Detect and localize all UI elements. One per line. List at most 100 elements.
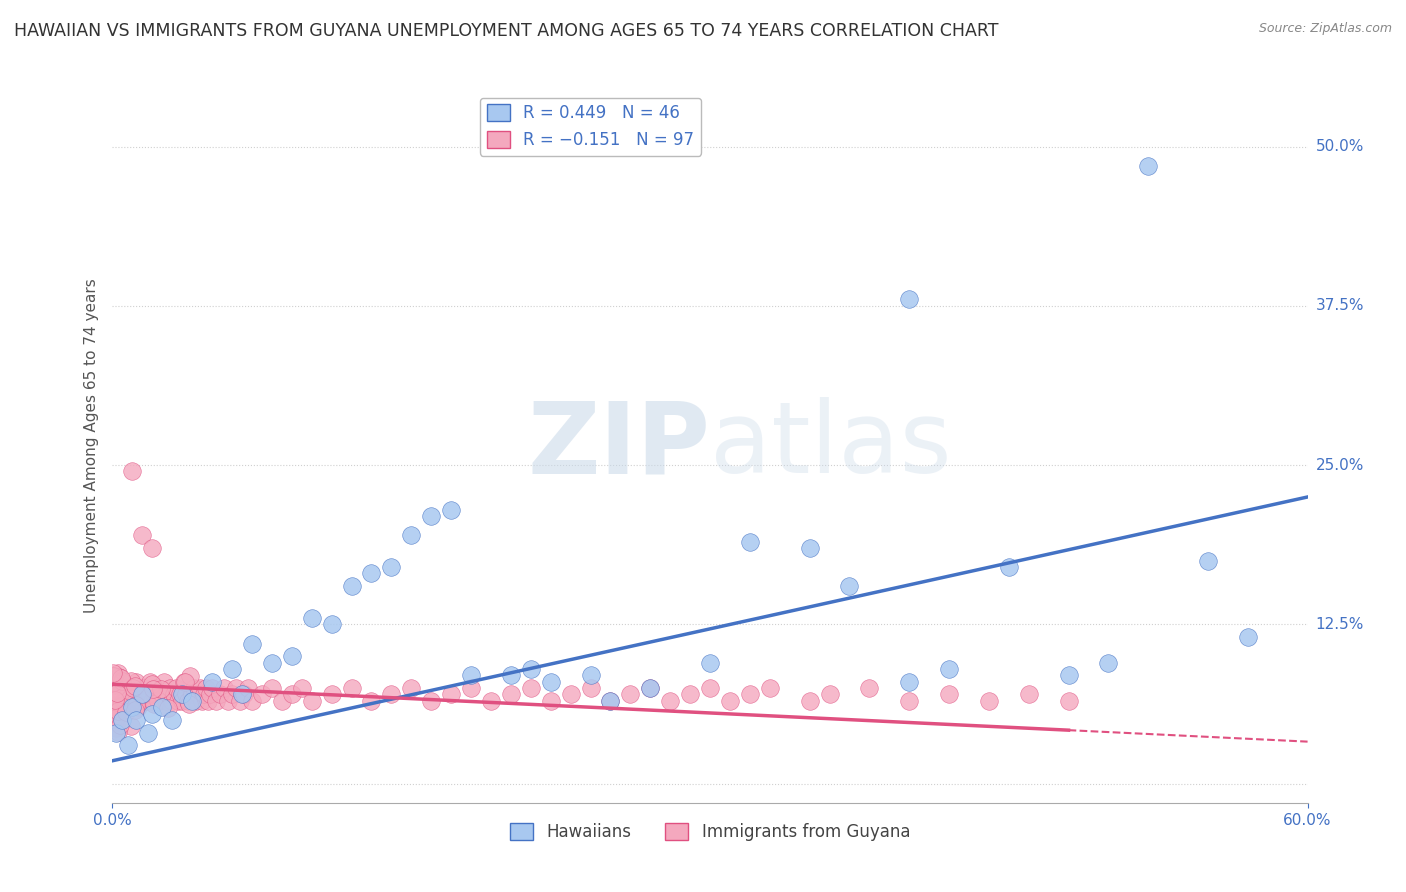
- Point: [131, 528, 153, 542]
- Point: [107, 699, 129, 714]
- Point: [111, 673, 134, 688]
- Point: [520, 681, 543, 695]
- Point: [1237, 630, 1260, 644]
- Point: [360, 566, 382, 581]
- Point: [738, 688, 761, 702]
- Y-axis label: Unemployment Among Ages 65 to 74 years: Unemployment Among Ages 65 to 74 years: [83, 278, 98, 614]
- Point: [107, 704, 129, 718]
- Point: [499, 688, 522, 702]
- Point: [250, 688, 273, 702]
- Point: [141, 706, 163, 721]
- Point: [281, 649, 304, 664]
- Point: [127, 700, 149, 714]
- Point: [1018, 688, 1040, 702]
- Point: [111, 674, 134, 689]
- Point: [1137, 159, 1160, 173]
- Point: [201, 681, 224, 695]
- Point: [187, 688, 209, 702]
- Point: [150, 700, 173, 714]
- Point: [125, 713, 148, 727]
- Point: [153, 674, 176, 689]
- Point: [104, 693, 127, 707]
- Point: [401, 528, 423, 542]
- Point: [186, 694, 208, 708]
- Point: [105, 725, 128, 739]
- Point: [103, 674, 125, 689]
- Point: [188, 681, 211, 695]
- Point: [145, 681, 167, 695]
- Point: [938, 688, 960, 702]
- Point: [120, 674, 142, 689]
- Point: [198, 688, 221, 702]
- Point: [1057, 668, 1080, 682]
- Point: [129, 694, 152, 708]
- Point: [340, 681, 363, 695]
- Point: [217, 694, 239, 708]
- Point: [179, 669, 201, 683]
- Point: [221, 688, 243, 702]
- Point: [169, 688, 191, 702]
- Point: [560, 688, 582, 702]
- Point: [155, 694, 177, 708]
- Point: [898, 293, 921, 307]
- Point: [240, 636, 263, 650]
- Point: [270, 694, 292, 708]
- Point: [162, 713, 183, 727]
- Point: [818, 688, 841, 702]
- Point: [139, 674, 162, 689]
- Point: [104, 692, 127, 706]
- Point: [209, 688, 232, 702]
- Point: [640, 681, 662, 695]
- Point: [125, 674, 148, 689]
- Point: [124, 688, 146, 702]
- Point: [162, 694, 183, 708]
- Point: [110, 671, 132, 685]
- Point: [540, 674, 562, 689]
- Point: [114, 694, 135, 708]
- Point: [460, 681, 482, 695]
- Point: [420, 509, 443, 524]
- Point: [233, 688, 256, 702]
- Point: [260, 656, 283, 670]
- Point: [108, 718, 131, 732]
- Point: [105, 686, 128, 700]
- Text: 12.5%: 12.5%: [1316, 617, 1364, 632]
- Text: 37.5%: 37.5%: [1316, 298, 1364, 313]
- Point: [120, 719, 142, 733]
- Point: [460, 668, 482, 682]
- Point: [131, 688, 153, 702]
- Point: [998, 560, 1021, 574]
- Point: [125, 698, 148, 712]
- Point: [240, 694, 263, 708]
- Point: [540, 694, 562, 708]
- Text: Source: ZipAtlas.com: Source: ZipAtlas.com: [1258, 22, 1392, 36]
- Point: [104, 721, 127, 735]
- Point: [114, 705, 136, 719]
- Point: [105, 711, 128, 725]
- Point: [1057, 694, 1080, 708]
- Point: [619, 688, 641, 702]
- Point: [977, 694, 1000, 708]
- Point: [172, 688, 194, 702]
- Point: [110, 685, 132, 699]
- Point: [281, 688, 304, 702]
- Point: [291, 681, 314, 695]
- Point: [340, 579, 363, 593]
- Point: [172, 694, 194, 708]
- Point: [799, 541, 821, 555]
- Point: [101, 698, 124, 713]
- Point: [579, 668, 602, 682]
- Point: [101, 706, 124, 720]
- Point: [205, 694, 228, 708]
- Point: [201, 674, 224, 689]
- Point: [157, 688, 180, 702]
- Point: [177, 694, 200, 708]
- Point: [141, 541, 163, 555]
- Point: [110, 706, 132, 721]
- Point: [120, 700, 142, 714]
- Point: [117, 681, 139, 695]
- Point: [107, 688, 129, 702]
- Point: [124, 679, 146, 693]
- Point: [599, 694, 621, 708]
- Point: [121, 694, 143, 708]
